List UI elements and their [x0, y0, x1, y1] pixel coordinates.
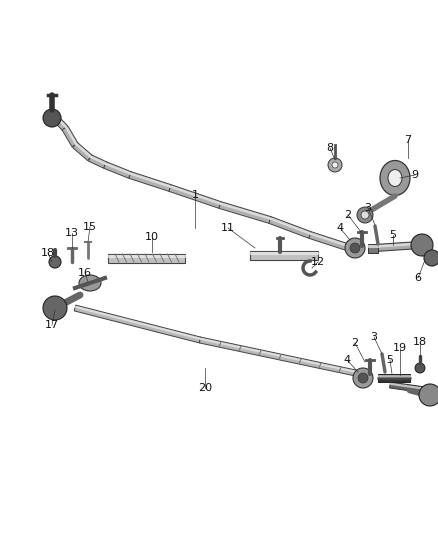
Polygon shape	[108, 254, 185, 262]
Text: 5: 5	[389, 230, 396, 240]
Ellipse shape	[380, 160, 410, 196]
Polygon shape	[199, 337, 366, 378]
Text: 2: 2	[351, 338, 359, 348]
Text: 3: 3	[364, 203, 371, 213]
Text: 16: 16	[78, 268, 92, 278]
Text: 7: 7	[404, 135, 412, 145]
Polygon shape	[375, 241, 420, 252]
Circle shape	[358, 373, 368, 383]
Text: 10: 10	[145, 232, 159, 242]
Text: 18: 18	[41, 248, 55, 258]
Text: 12: 12	[311, 257, 325, 267]
Circle shape	[43, 296, 67, 320]
Ellipse shape	[79, 275, 101, 291]
Circle shape	[419, 384, 438, 406]
Text: 18: 18	[413, 337, 427, 347]
Circle shape	[424, 250, 438, 266]
Text: 3: 3	[371, 332, 378, 342]
Text: 19: 19	[393, 343, 407, 353]
Polygon shape	[74, 305, 201, 343]
Polygon shape	[269, 217, 311, 238]
Text: 8: 8	[326, 143, 334, 153]
Polygon shape	[169, 185, 221, 208]
Circle shape	[353, 368, 373, 388]
Polygon shape	[368, 244, 378, 253]
Circle shape	[350, 243, 360, 253]
Polygon shape	[378, 374, 410, 382]
Circle shape	[361, 211, 369, 219]
Text: 20: 20	[198, 383, 212, 393]
Circle shape	[347, 240, 363, 256]
Text: 17: 17	[45, 320, 59, 330]
Text: 5: 5	[386, 355, 393, 365]
Polygon shape	[389, 382, 425, 393]
Circle shape	[328, 158, 342, 172]
Text: 2: 2	[344, 210, 352, 220]
Text: 4: 4	[343, 355, 350, 365]
Polygon shape	[62, 126, 78, 147]
Text: 1: 1	[191, 190, 198, 200]
Text: 13: 13	[65, 228, 79, 238]
Circle shape	[43, 109, 61, 127]
Text: 4: 4	[336, 223, 343, 233]
Circle shape	[345, 238, 365, 258]
Circle shape	[49, 256, 61, 268]
Circle shape	[415, 363, 425, 373]
Polygon shape	[53, 116, 67, 131]
Polygon shape	[88, 155, 106, 168]
Polygon shape	[73, 142, 92, 160]
Polygon shape	[104, 161, 131, 178]
Circle shape	[411, 234, 433, 256]
Text: 9: 9	[411, 170, 419, 180]
Text: 6: 6	[414, 273, 421, 283]
Circle shape	[357, 207, 373, 223]
Text: 15: 15	[83, 222, 97, 232]
Text: 11: 11	[221, 223, 235, 233]
Polygon shape	[219, 201, 271, 223]
Polygon shape	[250, 251, 318, 260]
Ellipse shape	[388, 169, 402, 187]
Circle shape	[332, 162, 338, 168]
Polygon shape	[129, 172, 171, 191]
Polygon shape	[309, 232, 351, 252]
